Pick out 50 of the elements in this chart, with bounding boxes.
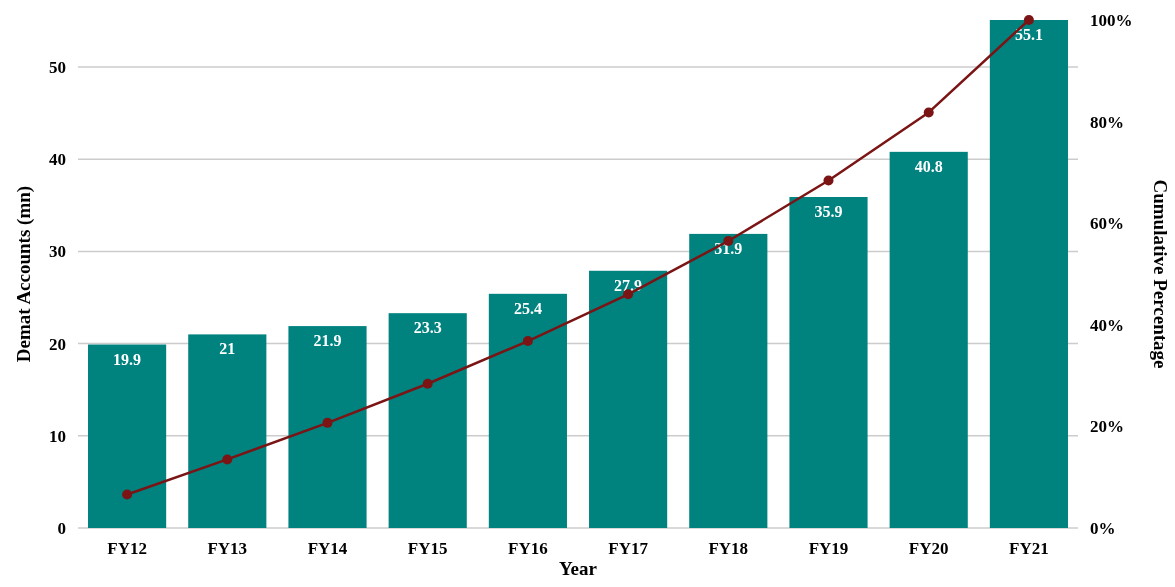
y2-tick-label: 0% (1090, 518, 1116, 538)
y2-tick-label: 20% (1090, 417, 1124, 437)
y-tick-label: 20 (49, 334, 66, 354)
point (322, 417, 333, 428)
y-tick-label: 30 (49, 242, 66, 262)
point (1023, 15, 1034, 25)
point (823, 175, 834, 186)
data-label: 40.8 (914, 157, 943, 175)
point (122, 489, 133, 500)
point (422, 378, 433, 389)
data-label: 35.9 (814, 203, 843, 221)
x-tick-label: FY13 (207, 538, 248, 558)
y2-tick-label: 80% (1090, 112, 1124, 132)
y2-axis-title: Cumulative Percentage (1150, 179, 1171, 369)
bar (88, 344, 167, 528)
data-label: 21 (219, 340, 236, 358)
data-label: 23.3 (413, 319, 442, 337)
point (522, 336, 533, 347)
bar (188, 334, 267, 528)
data-label: 19.9 (113, 350, 142, 368)
y-tick-label: 10 (49, 426, 66, 446)
bar (288, 326, 367, 528)
x-tick-label: FY18 (708, 538, 749, 558)
y-tick-label: 0 (57, 518, 66, 538)
x-tick-label: FY19 (808, 538, 849, 558)
point (923, 107, 934, 118)
x-tick-label: FY20 (908, 538, 949, 558)
y-tick-label: 40 (49, 150, 66, 170)
data-label: 25.4 (513, 299, 542, 317)
bar (488, 293, 567, 528)
x-axis-title: Year (559, 558, 598, 579)
bar (689, 233, 768, 528)
y2-tick-label: 40% (1090, 315, 1124, 335)
x-tick-label: FY15 (407, 538, 448, 558)
bar (989, 20, 1068, 528)
bar (889, 151, 968, 528)
data-label: 21.9 (313, 332, 342, 350)
point (222, 454, 233, 465)
bar (388, 313, 467, 528)
x-tick-label: FY12 (107, 538, 147, 558)
x-tick-label: FY17 (608, 538, 649, 558)
x-tick-label: FY21 (1009, 538, 1049, 558)
y2-tick-label: 60% (1090, 214, 1124, 234)
x-tick-label: FY14 (307, 538, 348, 558)
y-axis-title: Demat Accounts (mn) (13, 185, 35, 363)
bar (789, 197, 868, 528)
y2-tick-label: 100% (1090, 10, 1133, 30)
x-tick-label: FY16 (508, 538, 548, 558)
y-tick-label: 50 (49, 57, 66, 77)
bar (589, 270, 668, 528)
